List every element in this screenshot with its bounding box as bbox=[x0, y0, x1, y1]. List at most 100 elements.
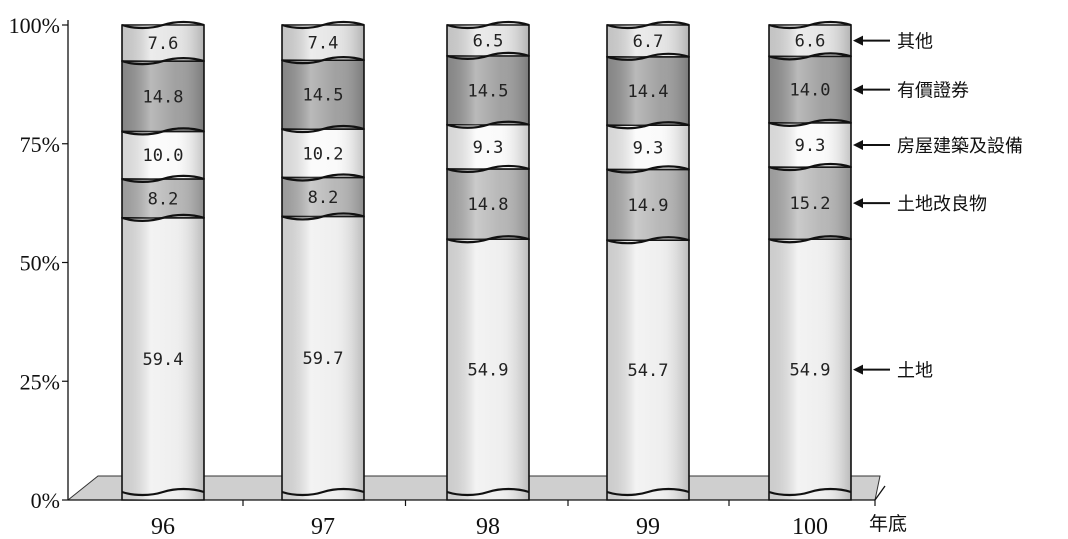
data-label: 6.6 bbox=[795, 32, 826, 52]
bar-base-cap bbox=[446, 487, 530, 497]
bar-segment-shade bbox=[122, 61, 204, 132]
segment-boundary bbox=[446, 120, 530, 129]
data-label: 10.0 bbox=[143, 146, 184, 166]
bar-segment-shade bbox=[769, 167, 851, 240]
legend-arrow-head-icon bbox=[853, 35, 863, 46]
bar-segment-shade bbox=[447, 124, 529, 169]
legend-arrow-head-icon bbox=[853, 84, 863, 95]
bar-column: 54.9 15.2 9.3 14.0 6.6 bbox=[768, 20, 852, 501]
legend-item: 土地改良物 bbox=[853, 194, 987, 215]
bar-segment-shade bbox=[447, 25, 529, 56]
bar-segment-shade bbox=[607, 240, 689, 501]
data-label: 10.2 bbox=[303, 144, 344, 164]
segment-boundary bbox=[281, 56, 365, 65]
data-label: 14.8 bbox=[143, 87, 184, 107]
legend-label: 土地改良物 bbox=[897, 194, 987, 215]
bar-column: 54.9 14.8 9.3 14.5 6.5 bbox=[446, 20, 530, 501]
legend-arrow-head-icon bbox=[853, 198, 863, 209]
segment-boundary bbox=[446, 235, 530, 244]
bar-base-cap bbox=[281, 487, 365, 497]
segment-boundary bbox=[281, 173, 365, 182]
legend-item: 房屋建築及設備 bbox=[853, 136, 1023, 157]
x-category-label: 96 bbox=[151, 514, 175, 539]
y-tick-label: 100% bbox=[9, 13, 60, 38]
data-label: 9.3 bbox=[473, 138, 504, 158]
data-label: 14.0 bbox=[790, 81, 831, 101]
bar-segment-shade bbox=[122, 178, 204, 218]
segment-boundary bbox=[121, 127, 205, 136]
data-label: 14.5 bbox=[303, 86, 344, 106]
bar-segment-shade bbox=[122, 217, 204, 500]
bar-base-cap bbox=[606, 487, 690, 497]
data-label: 9.3 bbox=[795, 136, 826, 156]
data-label: 59.4 bbox=[143, 350, 184, 370]
data-label: 14.8 bbox=[468, 195, 509, 215]
bar-segment-shade bbox=[607, 125, 689, 170]
bar-segment-shade bbox=[282, 129, 364, 178]
bar-segment-shade bbox=[447, 168, 529, 240]
legend-arrow-head-icon bbox=[853, 364, 863, 375]
data-label: 8.2 bbox=[148, 189, 179, 209]
y-tick-label: 25% bbox=[20, 369, 60, 394]
legend-label: 其他 bbox=[897, 32, 933, 53]
segment-boundary bbox=[768, 162, 852, 172]
bar-top-cap bbox=[446, 20, 530, 30]
legend-label: 房屋建築及設備 bbox=[897, 136, 1023, 157]
bar-column: 59.7 8.2 10.2 14.5 7.4 bbox=[281, 20, 365, 501]
bar-top-cap bbox=[768, 20, 852, 30]
segment-boundary bbox=[446, 51, 530, 60]
segment-boundary bbox=[121, 57, 205, 66]
segment-boundary bbox=[281, 212, 365, 221]
data-label: 15.2 bbox=[790, 194, 831, 214]
data-label: 7.4 bbox=[308, 34, 339, 54]
data-label: 59.7 bbox=[303, 349, 344, 369]
data-label: 14.9 bbox=[628, 196, 669, 216]
x-axis-end-line bbox=[874, 485, 886, 501]
bar-top-cap bbox=[281, 20, 365, 30]
y-tick-label: 0% bbox=[31, 488, 60, 513]
y-tick-label: 50% bbox=[20, 251, 60, 276]
data-label: 54.7 bbox=[628, 361, 669, 381]
data-label: 14.4 bbox=[628, 82, 669, 102]
bar-segment-shade bbox=[447, 55, 529, 125]
bar-segment-shade bbox=[769, 25, 851, 57]
data-label: 6.7 bbox=[633, 32, 664, 52]
legend-item: 有價證券 bbox=[853, 81, 969, 102]
segment-boundary bbox=[606, 165, 690, 174]
segment-boundary bbox=[121, 213, 205, 222]
data-label: 8.2 bbox=[308, 188, 339, 208]
x-category-label: 97 bbox=[311, 514, 335, 539]
bar-segment-shade bbox=[769, 239, 851, 500]
bar-segment-shade bbox=[122, 131, 204, 179]
bar-segment-shade bbox=[607, 169, 689, 241]
bar-segment-shade bbox=[769, 122, 851, 168]
bar-base-cap bbox=[768, 487, 852, 497]
segment-boundary bbox=[768, 235, 852, 244]
x-category-label: 100 bbox=[792, 514, 828, 539]
bar-segment-shade bbox=[282, 177, 364, 217]
segment-boundary bbox=[446, 164, 530, 174]
bar-segment-shade bbox=[122, 25, 204, 62]
data-label: 6.5 bbox=[473, 31, 504, 51]
segment-boundary bbox=[121, 174, 205, 183]
bar-segment-shade bbox=[282, 216, 364, 501]
bar-base-cap bbox=[121, 487, 205, 497]
legend-arrow-head-icon bbox=[853, 139, 863, 150]
bar-segment-shade bbox=[607, 56, 689, 126]
data-label: 54.9 bbox=[790, 361, 831, 381]
bar-top-cap bbox=[121, 20, 205, 30]
segment-boundary bbox=[281, 124, 365, 134]
data-label: 54.9 bbox=[468, 361, 509, 381]
data-label: 9.3 bbox=[633, 138, 664, 158]
segment-boundary bbox=[768, 52, 852, 61]
bar-column: 59.4 8.2 10.0 14.8 7.6 bbox=[121, 20, 205, 501]
data-label: 7.6 bbox=[148, 34, 179, 54]
data-label: 14.5 bbox=[468, 81, 509, 101]
segment-boundary bbox=[606, 121, 690, 130]
bar-segment-shade bbox=[607, 25, 689, 57]
x-unit-label: 年底 bbox=[869, 513, 907, 535]
bar-segment-shade bbox=[282, 25, 364, 61]
bar-top-cap bbox=[606, 20, 690, 30]
x-category-label: 99 bbox=[636, 514, 660, 539]
